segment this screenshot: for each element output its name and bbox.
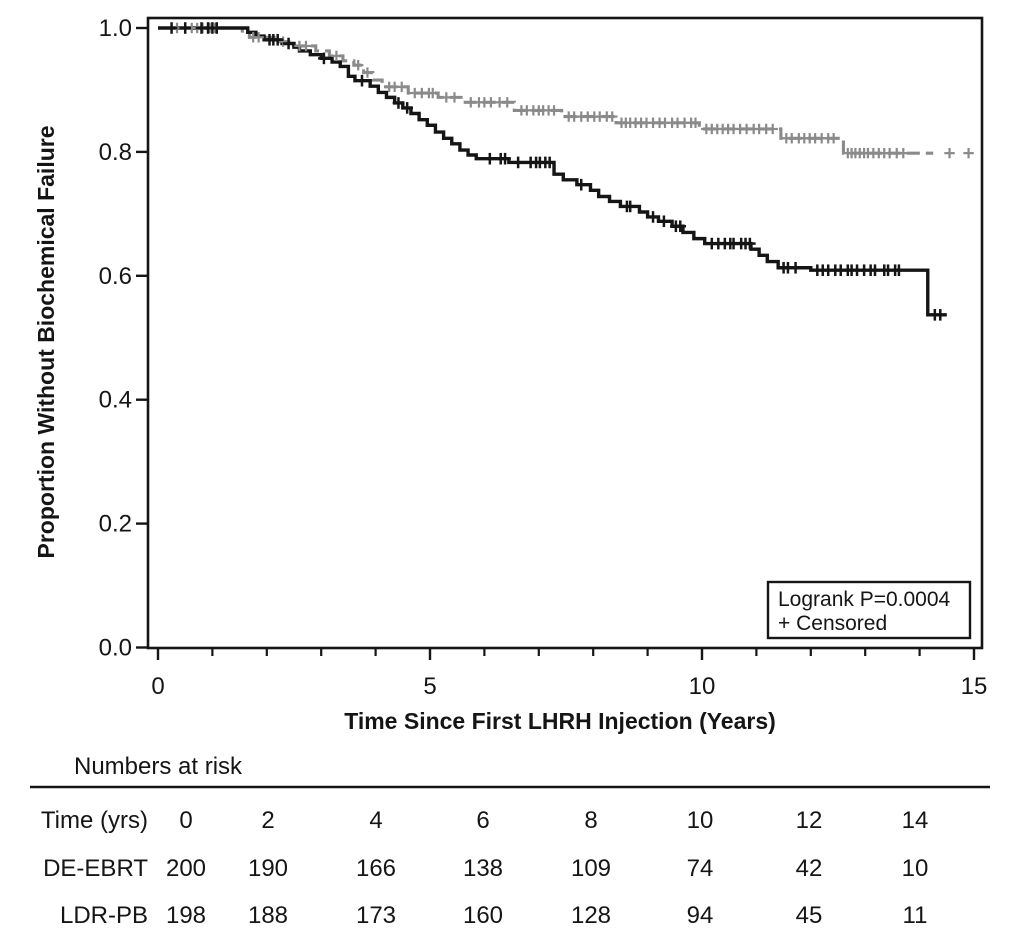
risk-ldr-pb-value: 128	[571, 902, 611, 929]
y-tick-label: 0.6	[99, 263, 132, 290]
risk-ldr-pb-value: 160	[463, 902, 503, 929]
legend: Logrank P=0.0004 + Censored	[766, 580, 972, 640]
risk-time-value: 2	[261, 807, 274, 834]
plot-area: 1.0 0.8 0.6 0.4 0.2 0.0 0 5 10 15	[99, 15, 988, 700]
risk-ldr-pb-value: 198	[166, 902, 206, 929]
risk-ldr-pb-value: 94	[687, 902, 714, 929]
y-tick-label: 0.0	[99, 635, 132, 662]
risk-time-label: Time (yrs)	[41, 807, 148, 834]
legend-censored-text: + Censored	[778, 612, 887, 635]
risk-time-value: 14	[902, 807, 929, 834]
risk-de-ebrt-label: DE-EBRT	[43, 855, 148, 882]
risk-de-ebrt-value: 74	[687, 855, 714, 882]
risk-time-value: 12	[796, 807, 823, 834]
y-axis-title: Proportion Without Biochemical Failure	[33, 126, 59, 559]
risk-table: Time (yrs) 0 2 4 6 8 10 12 14 DE-EBRT 200 190 166 138…	[41, 807, 928, 929]
legend-logrank-text: Logrank P=0.0004	[778, 588, 951, 611]
risk-ldr-pb-value: 188	[248, 902, 288, 929]
x-tick-label: 0	[151, 673, 164, 700]
risk-ldr-pb-value: 45	[796, 902, 823, 929]
y-tick-label: 0.8	[99, 139, 132, 166]
risk-de-ebrt-value: 42	[796, 855, 823, 882]
risk-de-ebrt-value: 200	[166, 855, 206, 882]
risk-de-ebrt-value: 190	[248, 855, 288, 882]
risk-ldr-pb-value: 11	[903, 902, 928, 929]
y-tick-label: 1.0	[99, 15, 132, 42]
x-tick-label: 5	[423, 673, 436, 700]
legend-box	[766, 580, 972, 640]
risk-time-value: 10	[687, 807, 714, 834]
risk-time-value: 6	[476, 807, 489, 834]
risk-ldr-pb-value: 173	[356, 902, 396, 929]
risk-de-ebrt-value: 138	[463, 855, 503, 882]
x-tick-label: 10	[689, 673, 716, 700]
x-tick-label: 15	[961, 673, 988, 700]
risk-de-ebrt-value: 109	[571, 855, 611, 882]
x-axis-title: Time Since First LHRH Injection (Years)	[344, 708, 776, 734]
risk-time-value: 0	[179, 807, 192, 834]
km-curve-ldr-pb	[158, 26, 934, 155]
plot-frame	[146, 16, 984, 650]
risk-de-ebrt-value: 166	[356, 855, 396, 882]
risk-time-value: 4	[369, 807, 382, 834]
risk-ldr-pb-label: LDR-PB	[60, 902, 148, 929]
risk-time-value: 8	[584, 807, 597, 834]
y-tick-label: 0.4	[99, 387, 132, 414]
risk-de-ebrt-value: 10	[902, 855, 929, 882]
y-tick-label: 0.2	[99, 511, 132, 538]
risk-table-title: Numbers at risk	[74, 753, 243, 780]
